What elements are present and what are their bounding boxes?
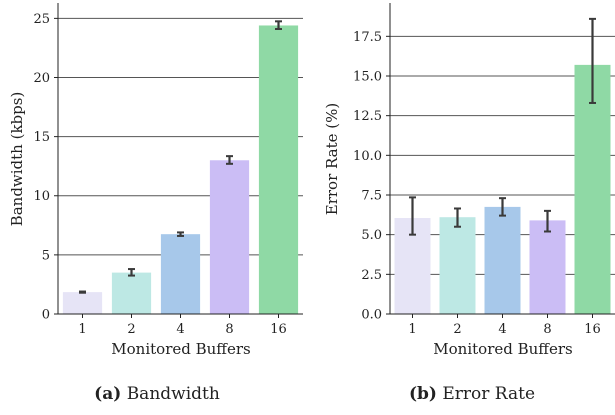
caption-b-title: Error Rate [442, 384, 535, 404]
y-tick-label: 5.0 [361, 228, 382, 243]
x-tick-label: 1 [408, 322, 416, 337]
y-tick-label: 25 [33, 12, 50, 27]
bar [529, 220, 566, 314]
panel-error-rate: 1 2 4 8 16 0.0 2.5 5.0 7.5 10.0 12.5 15.0 17.5 Monito… [323, 3, 615, 358]
caption-b: (b) Error Rate [409, 384, 535, 404]
bar [574, 64, 611, 314]
caption-a: (a) Bandwidth [94, 384, 220, 404]
y-tick-label: 7.5 [361, 188, 382, 203]
y-tick-label: 5 [42, 248, 50, 263]
bar [62, 292, 103, 314]
bar [258, 25, 299, 314]
bar [160, 234, 201, 314]
y-tick-label: 0 [42, 308, 50, 323]
y-tick-label: 2.5 [361, 268, 382, 283]
caption-a-label: (a) [94, 384, 121, 404]
y-tick-label: 15.0 [353, 69, 382, 84]
x-tick-label: 4 [498, 322, 506, 337]
y-tick-label: 10.0 [353, 149, 382, 164]
x-axis-label: Monitored Buffers [111, 340, 250, 358]
y-tick-label: 0.0 [361, 308, 382, 323]
x-tick-label: 1 [78, 322, 86, 337]
x-tick-label: 8 [543, 322, 551, 337]
x-axis-label: Monitored Buffers [433, 340, 572, 358]
x-tick-label: 2 [453, 322, 461, 337]
bar [209, 160, 250, 314]
caption-a-title: Bandwidth [127, 384, 220, 404]
bar [111, 272, 152, 314]
bar [439, 217, 476, 314]
y-tick-label: 17.5 [353, 30, 382, 45]
caption-b-label: (b) [409, 384, 437, 404]
y-axis-label: Error Rate (%) [323, 103, 341, 215]
panel-bandwidth: 1 2 4 8 16 0 5 10 15 20 25 Monitored Buffers Bandwid… [8, 3, 303, 358]
y-tick-label: 15 [33, 130, 50, 145]
x-tick-label: 2 [127, 322, 135, 337]
x-tick-label: 8 [225, 322, 233, 337]
x-tick-label: 16 [584, 322, 601, 337]
y-tick-label: 10 [33, 189, 50, 204]
x-tick-label: 16 [270, 322, 287, 337]
bar [484, 206, 521, 314]
y-axis-label: Bandwidth (kbps) [8, 92, 26, 227]
y-tick-label: 12.5 [353, 109, 382, 124]
y-tick-label: 20 [33, 71, 50, 86]
x-tick-label: 4 [176, 322, 184, 337]
